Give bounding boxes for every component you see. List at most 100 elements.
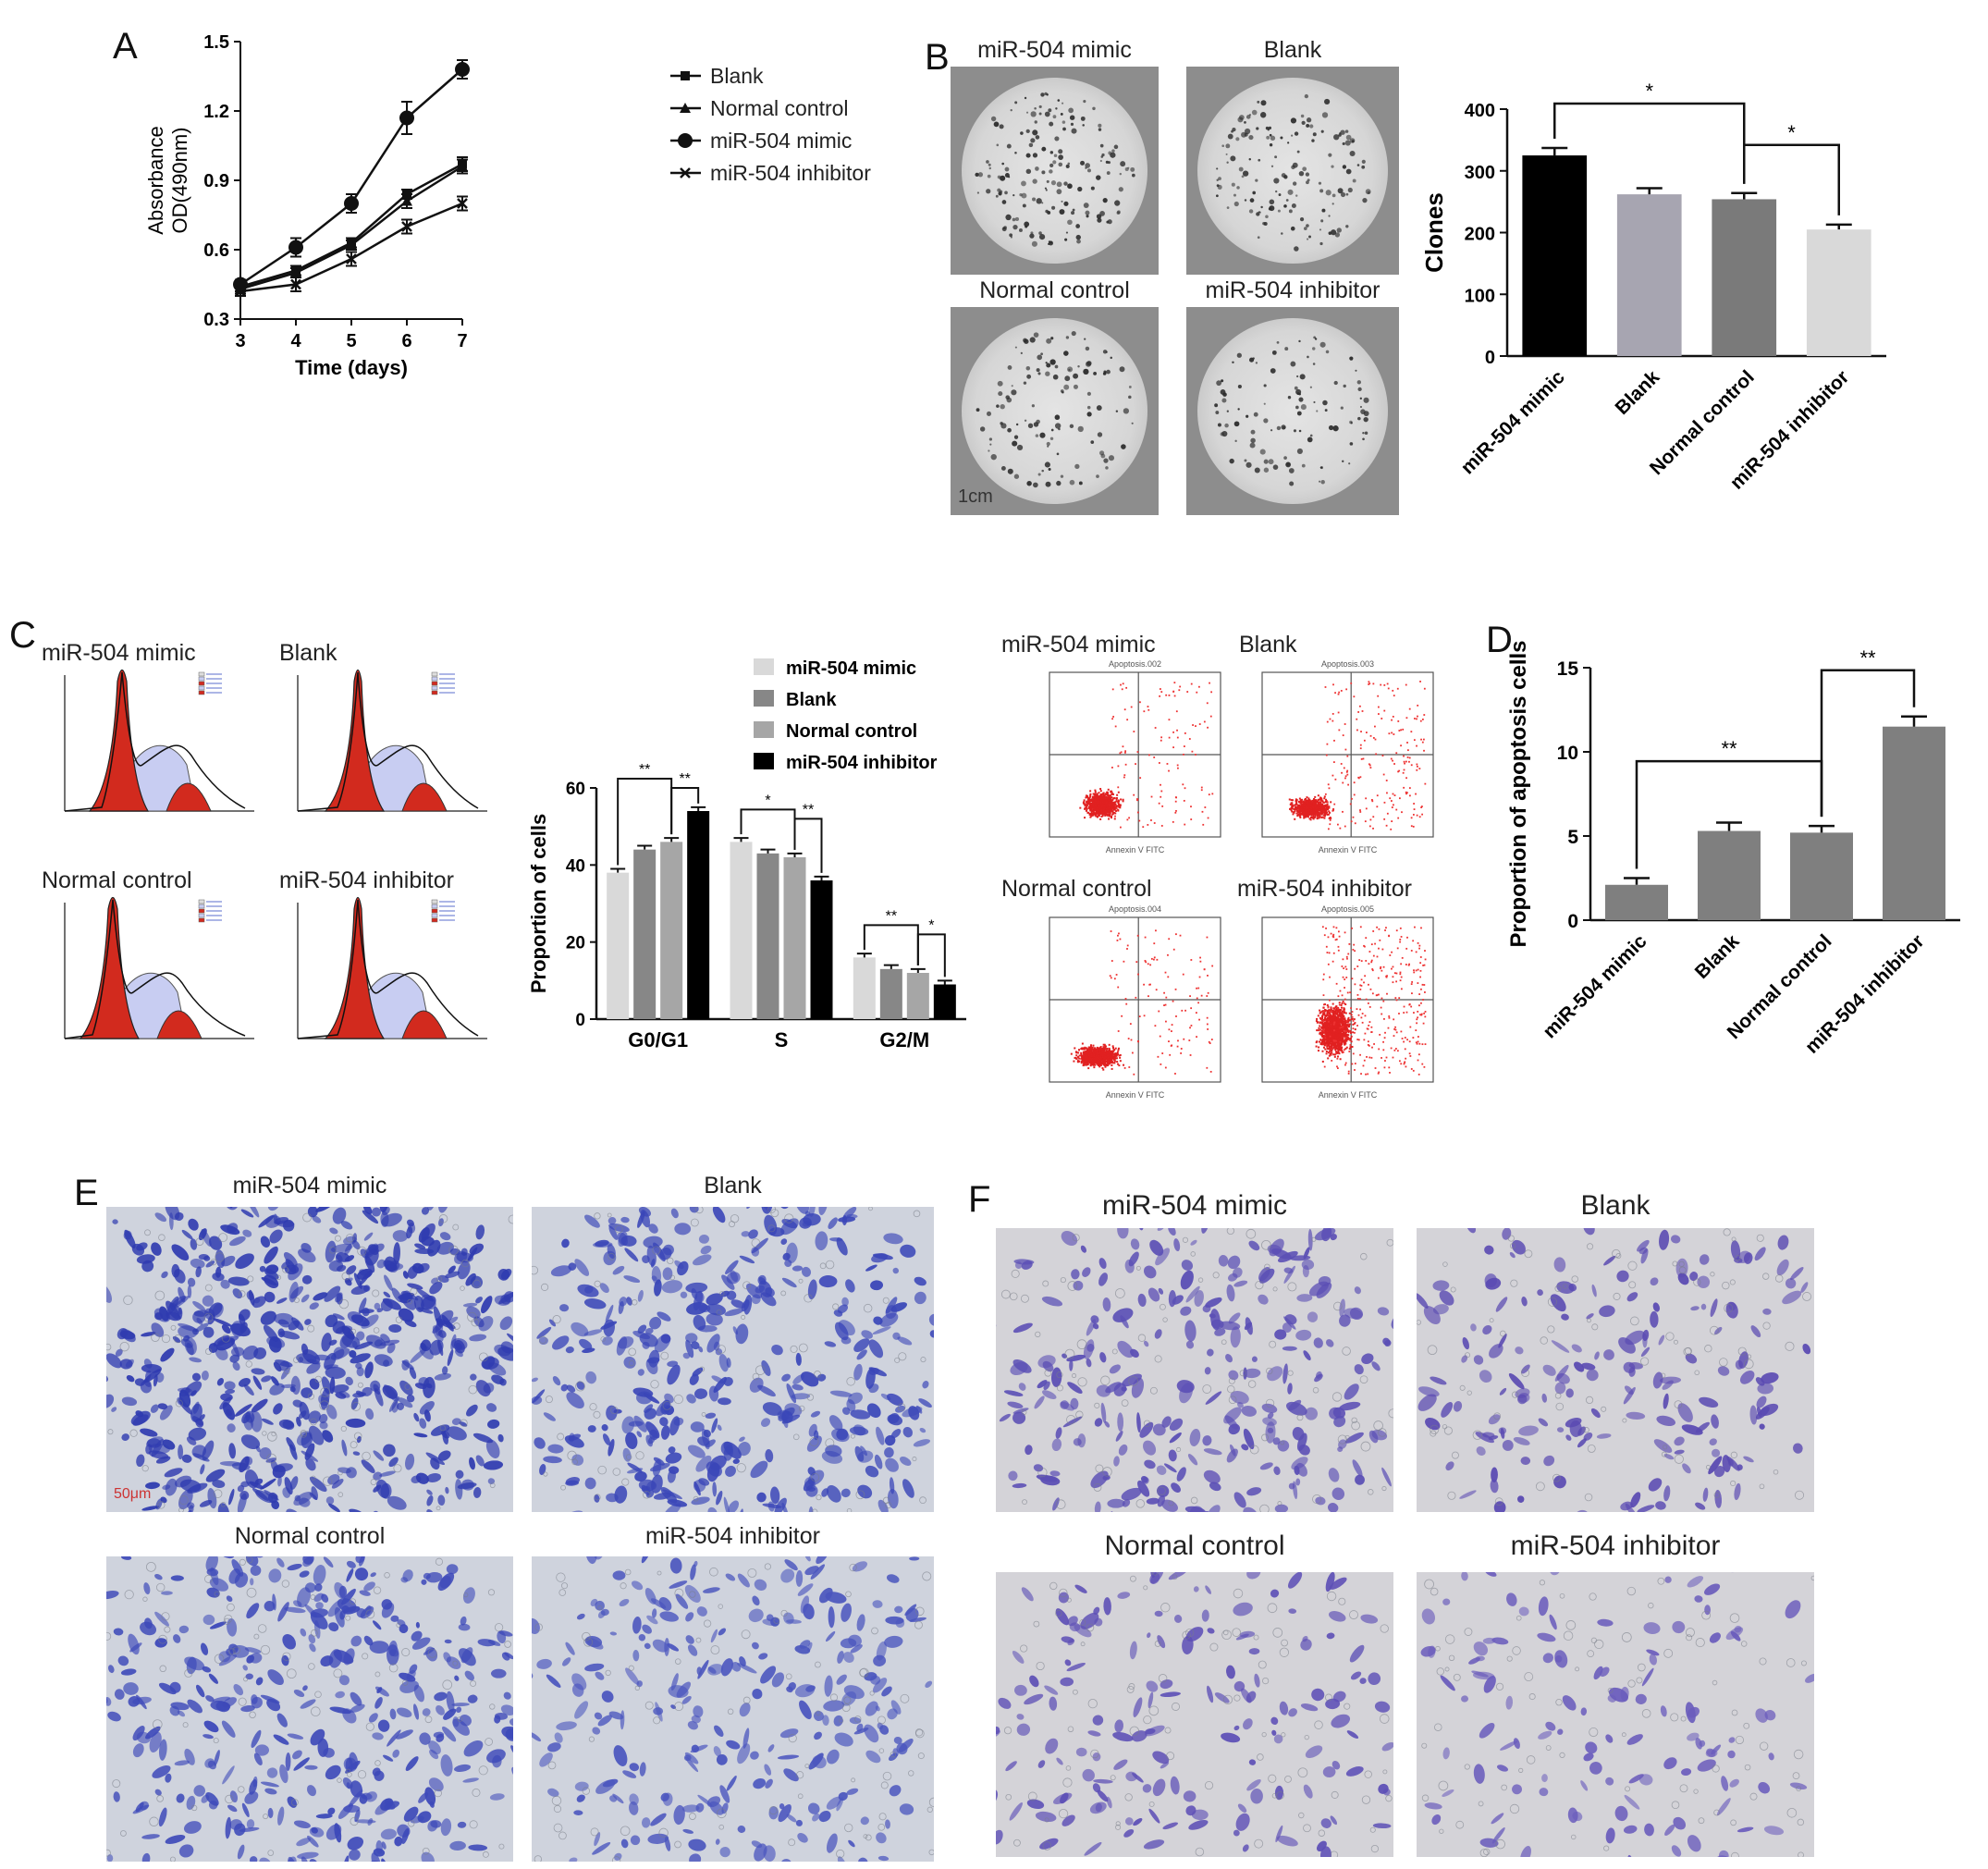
flow-event (1117, 803, 1120, 805)
flow-event (1093, 1066, 1096, 1069)
flow-event (1418, 816, 1421, 818)
flow-event (1113, 796, 1116, 799)
colony (1328, 153, 1332, 157)
flow-x-axis-label: Annexin V FITC (1319, 1090, 1378, 1100)
flow-event (1089, 794, 1092, 797)
flow-event (1083, 1054, 1086, 1057)
colony (1277, 209, 1281, 213)
flow-event (1114, 1057, 1117, 1060)
flow-event (1104, 813, 1107, 816)
flow-event (1098, 807, 1101, 810)
colony (1006, 143, 1012, 149)
colony (1296, 150, 1300, 154)
flow-event (1074, 1056, 1076, 1059)
flow-event (1318, 806, 1320, 809)
flow-event (1100, 812, 1103, 815)
flow-event (1107, 1053, 1110, 1056)
flow-event (1356, 718, 1358, 720)
colony (1096, 405, 1102, 411)
flow-event (1326, 743, 1329, 745)
colony (1296, 411, 1302, 416)
flow-event (1093, 1055, 1096, 1058)
colony (1364, 431, 1368, 436)
colony (1281, 232, 1283, 235)
flow-event (1333, 803, 1336, 805)
flow-event (1348, 1038, 1351, 1040)
colony (1338, 133, 1342, 137)
colony (1331, 193, 1336, 198)
flow-event (1323, 795, 1326, 798)
flow-event (1096, 808, 1098, 811)
colony (1012, 217, 1016, 222)
flow-event (1078, 1060, 1081, 1063)
colony (1034, 106, 1037, 110)
flow-event (1123, 1064, 1125, 1066)
flow-event (1314, 813, 1317, 816)
flow-event (1300, 808, 1303, 811)
flow-event (1099, 794, 1102, 797)
flow-event (1104, 1045, 1107, 1048)
colony (1118, 187, 1123, 192)
flow-event (1408, 760, 1410, 763)
flow-event (1337, 823, 1339, 826)
flow-event (1354, 1028, 1356, 1031)
flow-event (1111, 811, 1114, 814)
flow-event (1117, 805, 1120, 807)
flow-event (1089, 790, 1092, 793)
colony (1345, 192, 1349, 196)
flow-event (1113, 1060, 1116, 1063)
colony (1023, 381, 1027, 385)
flow-event (1391, 732, 1393, 734)
flow-event (1346, 1036, 1349, 1039)
flow-event (1313, 798, 1316, 801)
flow-event (1307, 800, 1310, 803)
colony (1014, 151, 1017, 154)
flow-event (1172, 731, 1174, 733)
flow-event (1101, 1051, 1104, 1053)
colony (1363, 416, 1368, 423)
x-tick-label: 5 (346, 331, 356, 351)
flow-event (1086, 1051, 1089, 1054)
flow-event (1323, 797, 1326, 800)
flow-event (1368, 764, 1371, 767)
flow-event (1325, 1018, 1328, 1021)
flow-event (1114, 1047, 1117, 1050)
hist-envelope (297, 899, 479, 1039)
flow-event (1319, 815, 1321, 818)
flow-event (1327, 1032, 1330, 1035)
flow-event (1319, 1032, 1321, 1035)
flow-events (1315, 926, 1427, 1076)
series-mir-504-mimic: miR-504 mimic (233, 59, 852, 292)
colony (1013, 435, 1019, 439)
flow-event (1088, 1062, 1091, 1064)
flow-event (1093, 793, 1096, 796)
flow-event (1106, 1054, 1109, 1057)
flow-event (1319, 1016, 1321, 1019)
flow-event (1307, 797, 1310, 800)
colony (1077, 365, 1080, 368)
colony (1001, 162, 1005, 166)
colony (1070, 122, 1074, 126)
flow-event (1099, 788, 1102, 791)
flow-event (1378, 713, 1380, 715)
flow-event (1350, 1014, 1353, 1016)
flow-event (1337, 1049, 1340, 1051)
colony (1067, 219, 1073, 226)
legend-label: Blank (710, 64, 764, 88)
flow-event (1143, 710, 1146, 713)
flow-event (1117, 1030, 1120, 1032)
colony (1340, 406, 1344, 410)
colony (1221, 379, 1224, 383)
flow-event (1168, 1028, 1171, 1031)
colony (1363, 397, 1369, 403)
flow-event (1382, 773, 1385, 776)
flow-event (1109, 975, 1111, 978)
flow-event (1421, 813, 1424, 816)
flow-event (1108, 803, 1111, 805)
flow-event (1169, 1053, 1172, 1056)
hist-legend (431, 671, 455, 695)
flow-event (1307, 803, 1310, 805)
flow-event (1089, 1048, 1092, 1051)
flow-event (1337, 1042, 1340, 1045)
flow-event (1152, 958, 1155, 961)
